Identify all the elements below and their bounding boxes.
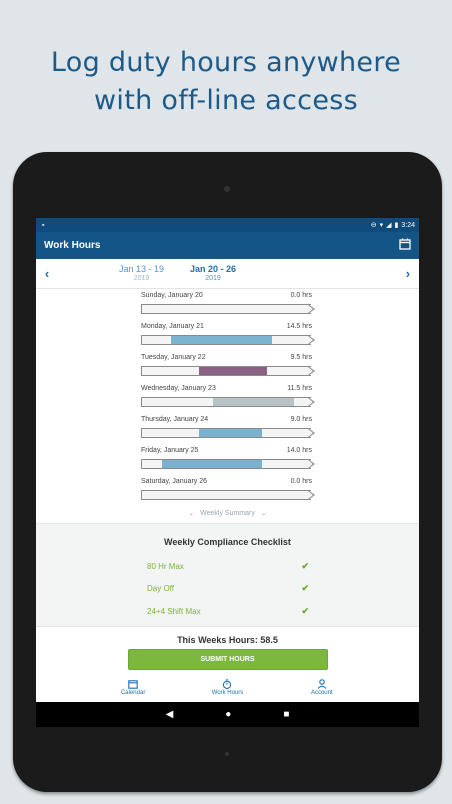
bar-tip-inner xyxy=(308,336,313,344)
day-row[interactable]: Monday, January 21 14.5 hrs xyxy=(141,323,315,354)
status-time: 3:24 xyxy=(401,221,415,229)
day-hours-bar xyxy=(141,459,311,469)
check-icon: ✔ xyxy=(301,605,309,616)
app-screen: ▪ ⊖ ▾ ◢ ▮ 3:24 Work Hours ‹ xyxy=(36,218,419,702)
bar-tip-inner xyxy=(308,305,313,313)
calendar-button[interactable] xyxy=(399,237,411,255)
day-row[interactable]: Sunday, January 20 0.0 hrs xyxy=(141,292,315,323)
calendar-icon xyxy=(128,679,138,689)
day-hours-bar xyxy=(141,304,311,314)
week-previous[interactable]: Jan 13 - 19 2019 xyxy=(119,264,164,284)
home-icon[interactable]: ● xyxy=(225,709,232,720)
day-hours-bar xyxy=(141,397,311,407)
compliance-item-label: Day Off xyxy=(147,584,174,594)
weekly-summary-label: Weekly Summary xyxy=(200,510,255,517)
compliance-item: Day Off ✔ xyxy=(147,578,309,601)
day-hours: 9.5 hrs xyxy=(290,354,312,361)
day-row[interactable]: Thursday, January 24 9.0 hrs xyxy=(141,416,315,447)
headline-line-2: with off-line access xyxy=(94,85,358,116)
camera-icon xyxy=(224,186,230,192)
stopwatch-icon xyxy=(223,678,232,689)
day-hours: 0.0 hrs xyxy=(290,292,312,299)
chevron-down-icon: ⌄ xyxy=(188,510,195,517)
compliance-item-label: 24+4 Shift Max xyxy=(147,606,201,616)
tab-account[interactable]: Account xyxy=(292,678,352,696)
day-hours: 0.0 hrs xyxy=(290,478,312,485)
chevron-down-icon: ⌄ xyxy=(260,510,267,517)
shift-fill xyxy=(212,398,295,406)
compliance-checklist: Weekly Compliance Checklist 80 Hr Max ✔ … xyxy=(36,523,419,627)
sd-card-icon: ▪ xyxy=(42,221,45,229)
day-label: Friday, January 25 xyxy=(141,447,199,454)
bar-tip-inner xyxy=(308,491,313,499)
day-row[interactable]: Wednesday, January 23 11.5 hrs xyxy=(141,385,315,416)
shift-fill xyxy=(170,336,273,344)
person-icon xyxy=(317,678,327,689)
day-label: Thursday, January 24 xyxy=(141,416,209,423)
tab-calendar-label: Calendar xyxy=(120,689,146,696)
bar-tip-inner xyxy=(308,460,313,468)
day-label: Wednesday, January 23 xyxy=(141,385,216,392)
tab-work-hours-label: Work Hours xyxy=(211,689,244,696)
status-bar: ▪ ⊖ ▾ ◢ ▮ 3:24 xyxy=(36,218,419,232)
week-current-range: Jan 20 - 26 xyxy=(189,263,236,274)
shift-fill xyxy=(199,367,268,375)
day-hours-bar xyxy=(141,366,311,376)
speaker-icon xyxy=(225,752,229,756)
day-hours-bar xyxy=(141,490,311,500)
app-bar: Work Hours xyxy=(36,232,419,259)
page-title: Work Hours xyxy=(44,240,101,251)
week-previous-range: Jan 13 - 19 xyxy=(118,263,164,274)
compliance-title: Weekly Compliance Checklist xyxy=(164,537,291,547)
shift-fill xyxy=(199,429,262,437)
compliance-item: 80 Hr Max ✔ xyxy=(147,555,309,578)
signal-icon: ◢ xyxy=(386,222,392,229)
day-hours-bar xyxy=(141,428,311,438)
day-hours: 14.0 hrs xyxy=(286,447,312,454)
previous-week-arrow-icon[interactable]: ‹ xyxy=(44,266,50,281)
bar-tip-inner xyxy=(308,367,313,375)
day-row[interactable]: Tuesday, January 22 9.5 hrs xyxy=(141,354,315,385)
day-row[interactable]: Friday, January 25 14.0 hrs xyxy=(141,447,315,478)
day-hours: 9.0 hrs xyxy=(290,416,312,423)
check-icon: ✔ xyxy=(301,560,309,571)
bar-tip-inner xyxy=(308,429,313,437)
bottom-tab-bar: Calendar Work Hours Account xyxy=(36,672,419,702)
tablet-device: ▪ ⊖ ▾ ◢ ▮ 3:24 Work Hours ‹ xyxy=(13,152,442,792)
bar-tip-inner xyxy=(308,398,313,406)
dnd-icon: ⊖ xyxy=(370,222,377,229)
day-hours: 11.5 hrs xyxy=(287,385,312,392)
battery-icon: ▮ xyxy=(394,222,399,229)
week-current-year: 2019 xyxy=(205,274,221,282)
shift-fill xyxy=(162,460,262,468)
android-nav-bar: ◀ ● ■ xyxy=(36,702,419,727)
day-label: Sunday, January 20 xyxy=(141,292,203,299)
calendar-icon xyxy=(399,238,411,250)
day-label: Saturday, January 26 xyxy=(141,478,208,485)
next-week-arrow-icon[interactable]: › xyxy=(405,266,411,281)
submit-hours-button[interactable]: SUBMIT HOURS xyxy=(127,649,328,670)
weekly-summary-toggle[interactable]: ⌄ Weekly Summary ⌄ xyxy=(36,509,419,523)
day-label: Monday, January 21 xyxy=(141,323,204,330)
day-hours: 14.5 hrs xyxy=(286,323,312,330)
check-icon: ✔ xyxy=(301,583,309,594)
weekly-hours-total: This Weeks Hours: 58.5 xyxy=(177,635,278,645)
tab-work-hours[interactable]: Work Hours xyxy=(197,678,257,696)
recents-icon[interactable]: ■ xyxy=(283,709,290,720)
tab-account-label: Account xyxy=(310,689,333,696)
day-hours-bar xyxy=(141,335,311,345)
wifi-icon: ▾ xyxy=(379,222,384,229)
promo-headline: Log duty hours anywhere with off-line ac… xyxy=(0,44,452,120)
compliance-item: 24+4 Shift Max ✔ xyxy=(147,600,309,623)
day-row[interactable]: Saturday, January 26 0.0 hrs xyxy=(141,478,315,509)
compliance-item-label: 80 Hr Max xyxy=(147,561,184,571)
day-label: Tuesday, January 22 xyxy=(141,354,206,361)
week-previous-year: 2019 xyxy=(133,274,150,282)
headline-line-1: Log duty hours anywhere xyxy=(50,47,402,78)
tab-calendar[interactable]: Calendar xyxy=(103,679,163,696)
week-navigator: ‹ Jan 13 - 19 2019 Jan 20 - 26 2019 › xyxy=(36,259,419,289)
back-icon[interactable]: ◀ xyxy=(165,709,174,720)
day-list: Sunday, January 20 0.0 hrs Monday, January… xyxy=(36,289,419,509)
week-current[interactable]: Jan 20 - 26 2019 xyxy=(190,264,236,284)
